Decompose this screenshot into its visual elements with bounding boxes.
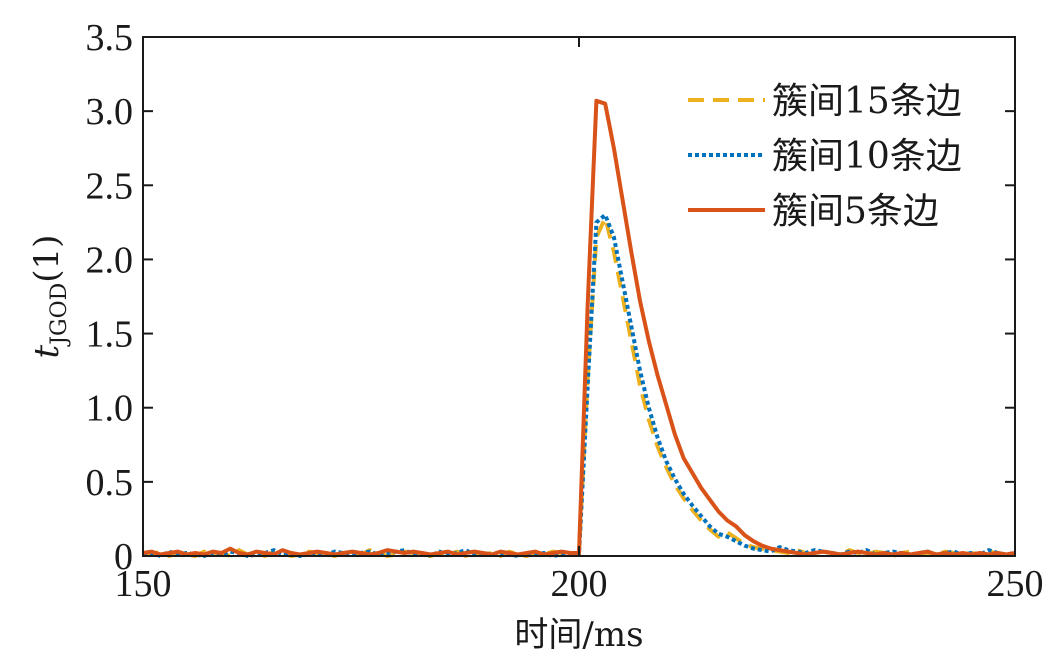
y-tick-label: 0.5	[86, 462, 134, 504]
y-tick-label: 3.5	[86, 17, 134, 59]
legend-label-1: 簇间15条边	[772, 81, 962, 122]
y-tick-label: 2.0	[86, 239, 134, 281]
y-axis-label-suffix: (1)	[27, 235, 67, 283]
x-axis-label: 时间/ms	[514, 615, 643, 655]
y-tick-label: 1.0	[86, 388, 134, 430]
y-tick-label: 2.5	[86, 165, 134, 207]
legend-label-3: 簇间5条边	[772, 191, 939, 232]
y-tick-label: 3.0	[86, 91, 134, 133]
y-axis-label-subscript: JGOD	[47, 283, 72, 347]
y-axis-label-main: t	[27, 344, 67, 358]
y-tick-label: 0	[114, 536, 133, 578]
legend-label-2: 簇间10条边	[772, 136, 962, 177]
ticks-layer: 150 200 250 0 0.5 1.0 1.5 2.0 2.5 3.0 3.5	[86, 17, 1044, 605]
y-tick-label: 1.5	[86, 314, 134, 356]
x-tick-label: 200	[551, 563, 608, 605]
x-tick-label: 250	[987, 563, 1044, 605]
y-axis-label: tJGOD(1)	[27, 235, 72, 359]
x-tick-label: 150	[115, 563, 172, 605]
